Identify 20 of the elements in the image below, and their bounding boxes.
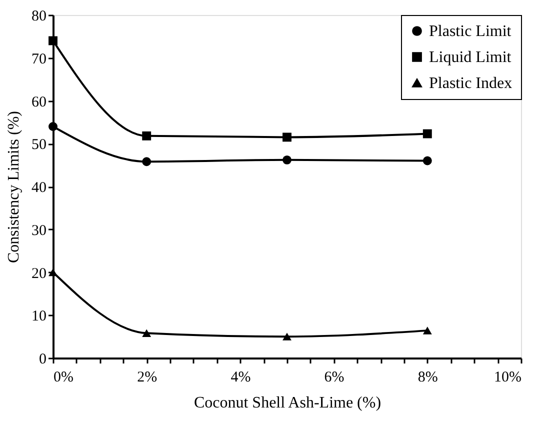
legend-label: Plastic Index bbox=[429, 75, 512, 92]
y-tick-label: 40 bbox=[32, 180, 46, 196]
x-tick-label: 0% bbox=[54, 370, 74, 386]
y-axis-title: Consistency Limits (%) bbox=[6, 111, 22, 263]
x-tick-label: 4% bbox=[230, 370, 251, 386]
legend-label: Plastic Limit bbox=[429, 23, 512, 40]
x-tick-label: 8% bbox=[418, 370, 438, 386]
legend-label: Liquid Limit bbox=[429, 49, 512, 66]
y-tick-label: 30 bbox=[32, 222, 46, 239]
y-tick-label: 50 bbox=[32, 137, 46, 154]
y-tick-label: 60 bbox=[32, 94, 46, 110]
x-tick-label: 6% bbox=[324, 370, 344, 386]
x-tick-label: 10% bbox=[494, 370, 522, 386]
x-axis-title: Coconut Shell Ash-Lime (%) bbox=[194, 394, 382, 412]
y-tick-label: 80 bbox=[32, 8, 46, 24]
y-tick-label: 70 bbox=[32, 51, 46, 68]
x-tick-label: 2% bbox=[137, 370, 158, 386]
y-tick-label: 0 bbox=[39, 352, 46, 368]
y-tick-label: 10 bbox=[32, 308, 46, 325]
y-tick-label: 20 bbox=[32, 266, 46, 282]
